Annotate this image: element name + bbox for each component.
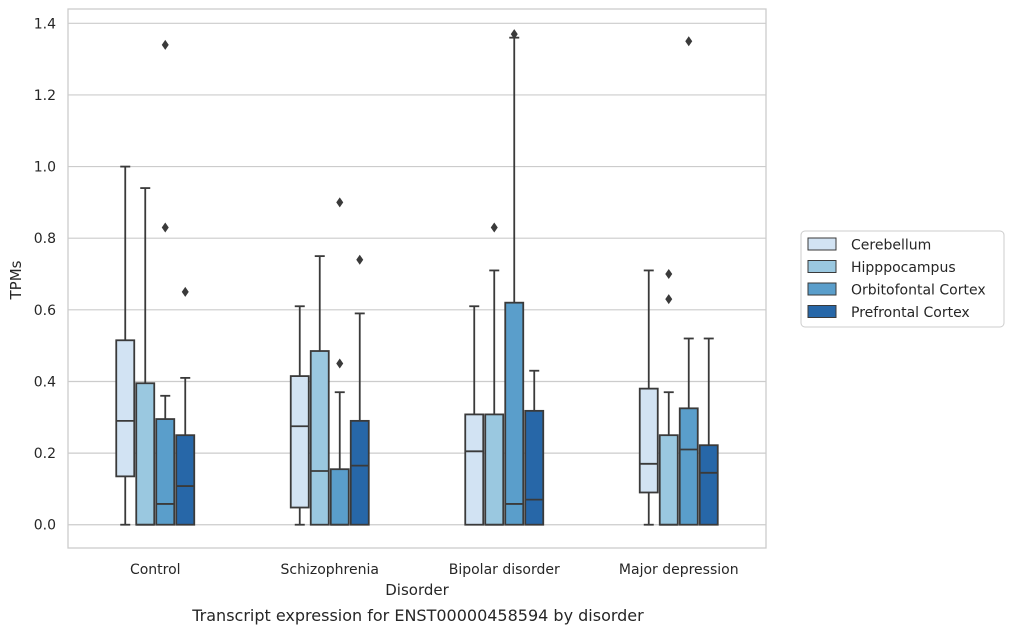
outlier-point [490,222,498,233]
box-iqr [504,301,525,526]
legend-frame [800,230,1005,328]
outlier-point [181,286,189,297]
outlier-point [665,294,673,305]
legend: Cerebellum Hipppocampus Orbitofontal Corte… [800,230,1005,328]
box-prefrontal-cortex [524,369,545,526]
y-tick-label: 0.0 [34,518,56,534]
box-iqr [155,418,176,526]
legend-entry: Orbitofontal Cortex [851,283,986,299]
box-prefrontal-cortex [349,254,370,526]
axes-frame [67,8,767,549]
legend-swatch [807,260,837,273]
outlier-point [665,269,673,280]
box-iqr [115,339,136,478]
figure-caption: Transcript expression for ENST0000045859… [192,606,644,625]
legend-entry: Prefrontal Cortex [851,305,970,321]
box-iqr [484,413,505,526]
legend-swatch [807,305,837,318]
y-axis: 0.0 0.2 0.4 0.6 0.8 1.0 1.2 1.4 [34,16,56,533]
x-axis-label: Disorder [385,581,449,599]
box-orbitofontal-cortex [678,36,699,526]
box-cerebellum [638,269,659,526]
outlier-point [356,254,364,265]
y-tick-label: 0.2 [34,446,56,462]
legend-swatch [807,282,837,296]
box-iqr [175,434,196,526]
outlier-point [685,36,693,47]
box-iqr [524,409,545,526]
outlier-point [161,222,169,233]
box-hipppocampus [309,255,330,526]
box-hipppocampus [135,187,156,526]
box-cerebellum [464,305,485,526]
box-iqr [698,444,719,526]
x-tick-label: Schizophrenia [281,562,379,578]
box-iqr [678,407,699,526]
box-orbitofontal-cortex [329,197,350,526]
y-tick-label: 0.4 [34,374,56,390]
outlier-point [336,358,344,369]
y-tick-label: 1.4 [34,16,56,32]
outlier-point [336,197,344,208]
y-tick-label: 1.0 [34,160,56,176]
outlier-point [510,29,518,40]
box-iqr [135,382,156,526]
box-prefrontal-cortex [175,286,196,526]
legend-entry: Cerebellum [851,238,931,254]
legend-swatch [807,237,837,251]
box-iqr [638,387,659,494]
box-iqr [289,375,310,509]
box-cerebellum [289,305,310,526]
box-iqr [349,419,370,526]
box-prefrontal-cortex [698,337,719,526]
y-tick-label: 0.6 [34,303,56,319]
legend-entry: Hipppocampus [851,260,956,276]
box-orbitofontal-cortex [155,39,176,526]
box-iqr [309,350,330,526]
box-hipppocampus [658,269,679,526]
x-axis: Control Schizophrenia Bipolar disorder Majo… [130,562,739,578]
box-iqr [464,413,485,526]
x-tick-label: Bipolar disorder [449,562,560,578]
box-iqr [329,468,350,526]
outlier-point [161,39,169,50]
box-cerebellum [115,165,136,526]
y-tick-label: 0.8 [34,231,56,247]
x-tick-label: Major depression [619,562,739,578]
box-orbitofontal-cortex [504,29,525,526]
box-hipppocampus [484,222,505,526]
x-tick-label: Control [130,562,181,578]
y-tick-label: 1.2 [34,88,56,104]
y-axis-label: TPMs [7,260,25,300]
plot-area [115,29,719,526]
box-iqr [658,434,679,526]
